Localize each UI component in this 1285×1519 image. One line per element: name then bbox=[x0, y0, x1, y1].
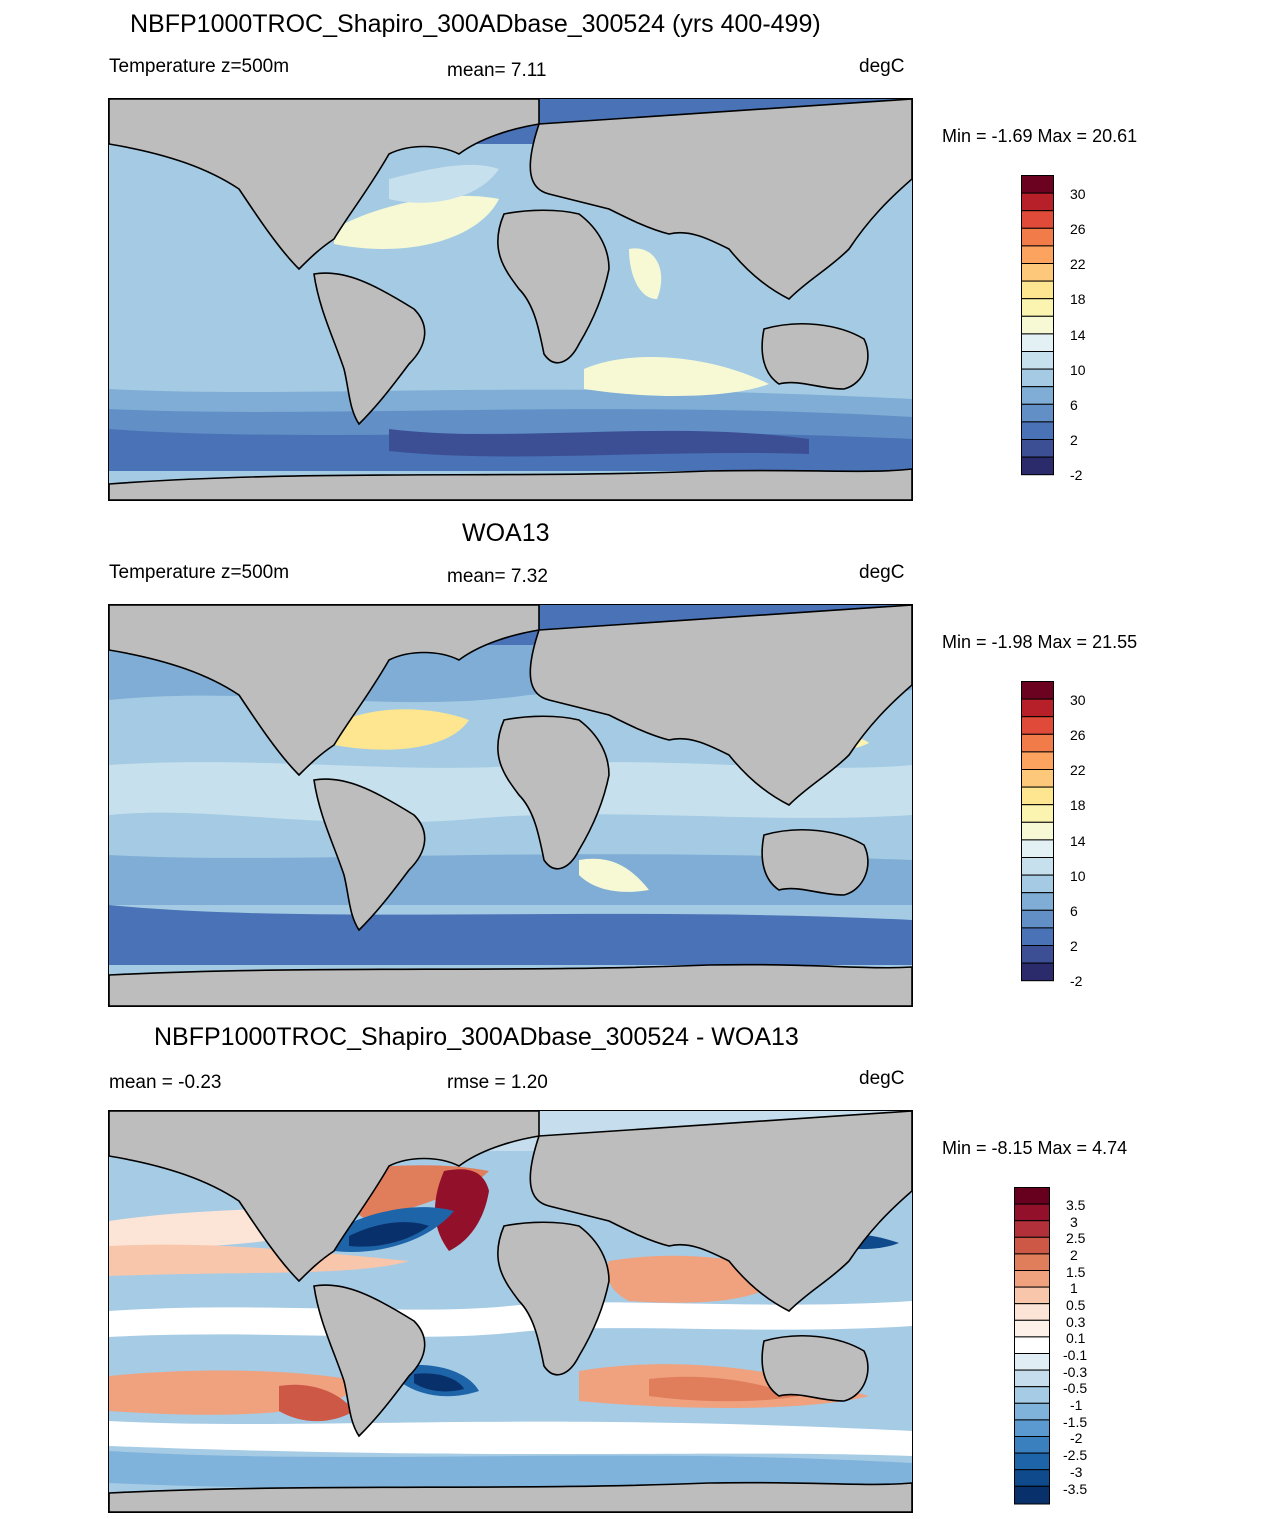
panel2-colorbar-tick: 10 bbox=[1070, 868, 1086, 884]
panel2-colorbar-tick: 30 bbox=[1070, 692, 1086, 708]
panel1-colorbar-tick: 10 bbox=[1070, 362, 1086, 378]
panel1-colorbar-swatches bbox=[1021, 175, 1054, 476]
panel1-minmax-label: Min = -1.69 Max = 20.61 bbox=[942, 126, 1138, 146]
panel3-colorbar-tick: -0.5 bbox=[1063, 1380, 1088, 1396]
panel1-variable-label: Temperature z=500m bbox=[109, 56, 290, 77]
panel1-colorbar-tick: 6 bbox=[1070, 397, 1078, 413]
panel2-colorbar-swatches bbox=[1021, 681, 1054, 982]
panel2-map bbox=[108, 604, 913, 1007]
panel3-colorbar-tick: 0.1 bbox=[1066, 1330, 1086, 1346]
panel3-colorbar-tick: -1.5 bbox=[1063, 1414, 1088, 1430]
panel2-minmax-label: Min = -1.98 Max = 21.55 bbox=[942, 632, 1138, 652]
panel3-colorbar-tick: 2 bbox=[1070, 1247, 1078, 1263]
panel3-units-label: degC bbox=[859, 1068, 905, 1089]
panel3-rmse-label: rmse = 1.20 bbox=[447, 1072, 548, 1093]
panel3-colorbar-tick: 3 bbox=[1070, 1214, 1078, 1230]
panel2-variable-label: Temperature z=500m bbox=[109, 562, 290, 583]
panel1-colorbar-tick: 14 bbox=[1070, 327, 1086, 343]
panel3-colorbar-tick: -1 bbox=[1070, 1397, 1083, 1413]
panel2-mean-label: mean= 7.32 bbox=[447, 566, 548, 587]
panel3-colorbar-tick: 0.5 bbox=[1066, 1297, 1086, 1313]
panel2-colorbar-tick: 18 bbox=[1070, 797, 1086, 813]
panel3-colorbar-tick: -3 bbox=[1070, 1464, 1083, 1480]
panel2-colorbar-tick: 26 bbox=[1070, 727, 1086, 743]
panel1-title: NBFP1000TROC_Shapiro_300ADbase_300524 (y… bbox=[130, 10, 821, 38]
panel1-mean-label: mean= 7.11 bbox=[447, 60, 547, 81]
panel3-colorbar-tick: 1.5 bbox=[1066, 1264, 1086, 1280]
panel2-colorbar-tick: 6 bbox=[1070, 903, 1078, 919]
panel3-difference-field bbox=[109, 1111, 912, 1512]
panel1-colorbar bbox=[1021, 175, 1054, 492]
panel2-colorbar-tick: 2 bbox=[1070, 938, 1078, 954]
panel1-colorbar-tick: 26 bbox=[1070, 221, 1086, 237]
panel2-temperature-field bbox=[109, 605, 912, 1006]
panel1-colorbar-tick: 18 bbox=[1070, 291, 1086, 307]
panel3-map bbox=[108, 1110, 913, 1513]
panel1-units-label: degC bbox=[859, 56, 905, 77]
panel3-colorbar-tick: 3.5 bbox=[1066, 1197, 1086, 1213]
panel2-colorbar bbox=[1021, 681, 1054, 998]
panel3-colorbar-tick: 2.5 bbox=[1066, 1230, 1086, 1246]
panel2-colorbar-tick: -2 bbox=[1070, 973, 1083, 989]
panel1-colorbar-tick: 30 bbox=[1070, 186, 1086, 202]
panel3-mean-label: mean = -0.23 bbox=[109, 1072, 222, 1093]
panel3-minmax-label: Min = -8.15 Max = 4.74 bbox=[942, 1138, 1128, 1158]
panel3-colorbar-tick: -2 bbox=[1070, 1430, 1083, 1446]
panel1-colorbar-tick: -2 bbox=[1070, 467, 1083, 483]
panel3-colorbar-tick: -0.3 bbox=[1063, 1364, 1088, 1380]
panel1-colorbar-tick: 2 bbox=[1070, 432, 1078, 448]
panel2-colorbar-tick: 14 bbox=[1070, 833, 1086, 849]
panel3-colorbar bbox=[1014, 1187, 1050, 1505]
panel2-colorbar-tick: 22 bbox=[1070, 762, 1086, 778]
panel3-colorbar-tick: -2.5 bbox=[1063, 1447, 1088, 1463]
panel3-colorbar-tick: 0.3 bbox=[1066, 1314, 1086, 1330]
panel1-temperature-field bbox=[109, 99, 912, 500]
panel3-colorbar-tick: -3.5 bbox=[1063, 1481, 1088, 1497]
panel3-colorbar-tick: -0.1 bbox=[1063, 1347, 1088, 1363]
panel1-map bbox=[108, 98, 913, 501]
panel2-title: WOA13 bbox=[462, 519, 550, 547]
panel3-colorbar-tick: 1 bbox=[1070, 1280, 1078, 1296]
panel1-colorbar-tick: 22 bbox=[1070, 256, 1086, 272]
panel3-colorbar-swatches bbox=[1014, 1187, 1050, 1505]
panel3-title: NBFP1000TROC_Shapiro_300ADbase_300524 - … bbox=[154, 1023, 799, 1051]
panel2-units-label: degC bbox=[859, 562, 905, 583]
